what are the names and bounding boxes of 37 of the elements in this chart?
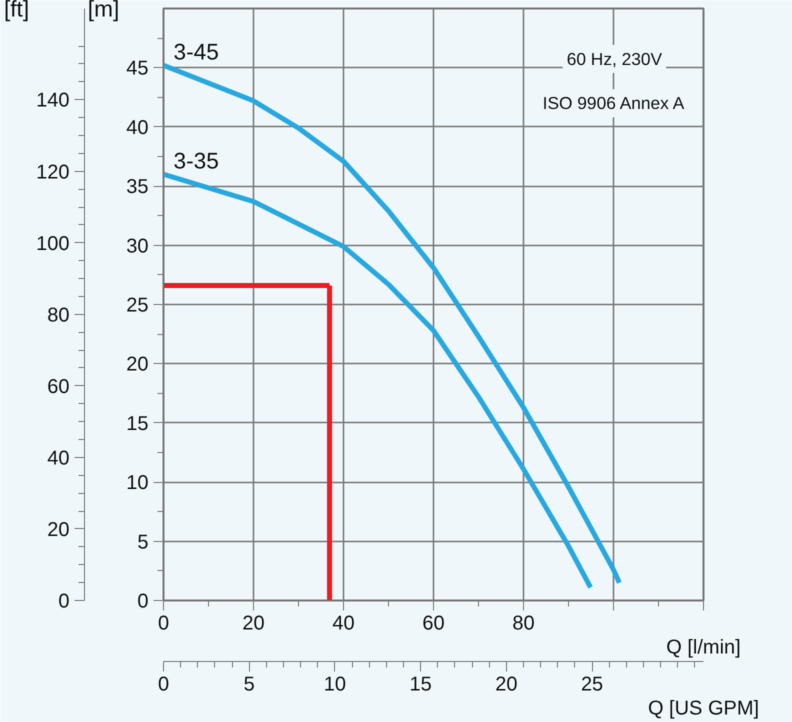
y2-tick-label: 40 [47, 447, 70, 470]
x2-tick-label: 25 [580, 674, 604, 696]
y2-tick-label: 80 [47, 304, 70, 326]
y2-tick-label: 60 [47, 376, 70, 398]
x2-tick-label: 10 [324, 674, 346, 696]
x-tick-label: 20 [242, 612, 265, 634]
y2-tick-label: 100 [36, 232, 70, 255]
y-tick-label: 35 [126, 176, 149, 198]
y2-tick-label: 0 [58, 590, 70, 612]
x2-axis-title: Q [US GPM] [648, 698, 760, 720]
y2-axis-title: [ft] [4, 0, 30, 22]
x-tick-label: 80 [512, 612, 535, 634]
y2-tick-label: 20 [47, 518, 70, 541]
y-tick-label: 20 [126, 354, 149, 376]
x2-tick-label: 5 [244, 674, 255, 696]
y-tick-label: 40 [126, 116, 149, 139]
y2-tick-label: 140 [36, 90, 70, 112]
y2-tick-label: 120 [36, 161, 70, 184]
y-tick-label: 25 [126, 294, 149, 316]
y-tick-label: 5 [137, 531, 148, 554]
y-tick-label: 10 [126, 472, 149, 494]
series-label: 3-45 [174, 38, 219, 64]
y-tick-label: 30 [126, 235, 149, 258]
x2-tick-label: 0 [158, 674, 170, 696]
x2-tick-label: 20 [495, 674, 518, 696]
series-label: 3-35 [174, 147, 219, 174]
x-tick-label: 0 [158, 612, 170, 634]
y-tick-label: 45 [126, 58, 149, 80]
x-tick-label: 60 [422, 612, 445, 634]
annotation: ISO 9906 Annex A [542, 93, 685, 114]
y-tick-label: 15 [126, 412, 149, 435]
annotation: 60 Hz, 230V [566, 48, 663, 69]
x-axis-title: Q [l/min] [666, 636, 741, 658]
x-tick-label: 40 [332, 612, 355, 634]
y-axis-title: [m] [88, 0, 120, 22]
x2-tick-label: 15 [410, 674, 432, 696]
y-tick-label: 0 [137, 590, 148, 612]
